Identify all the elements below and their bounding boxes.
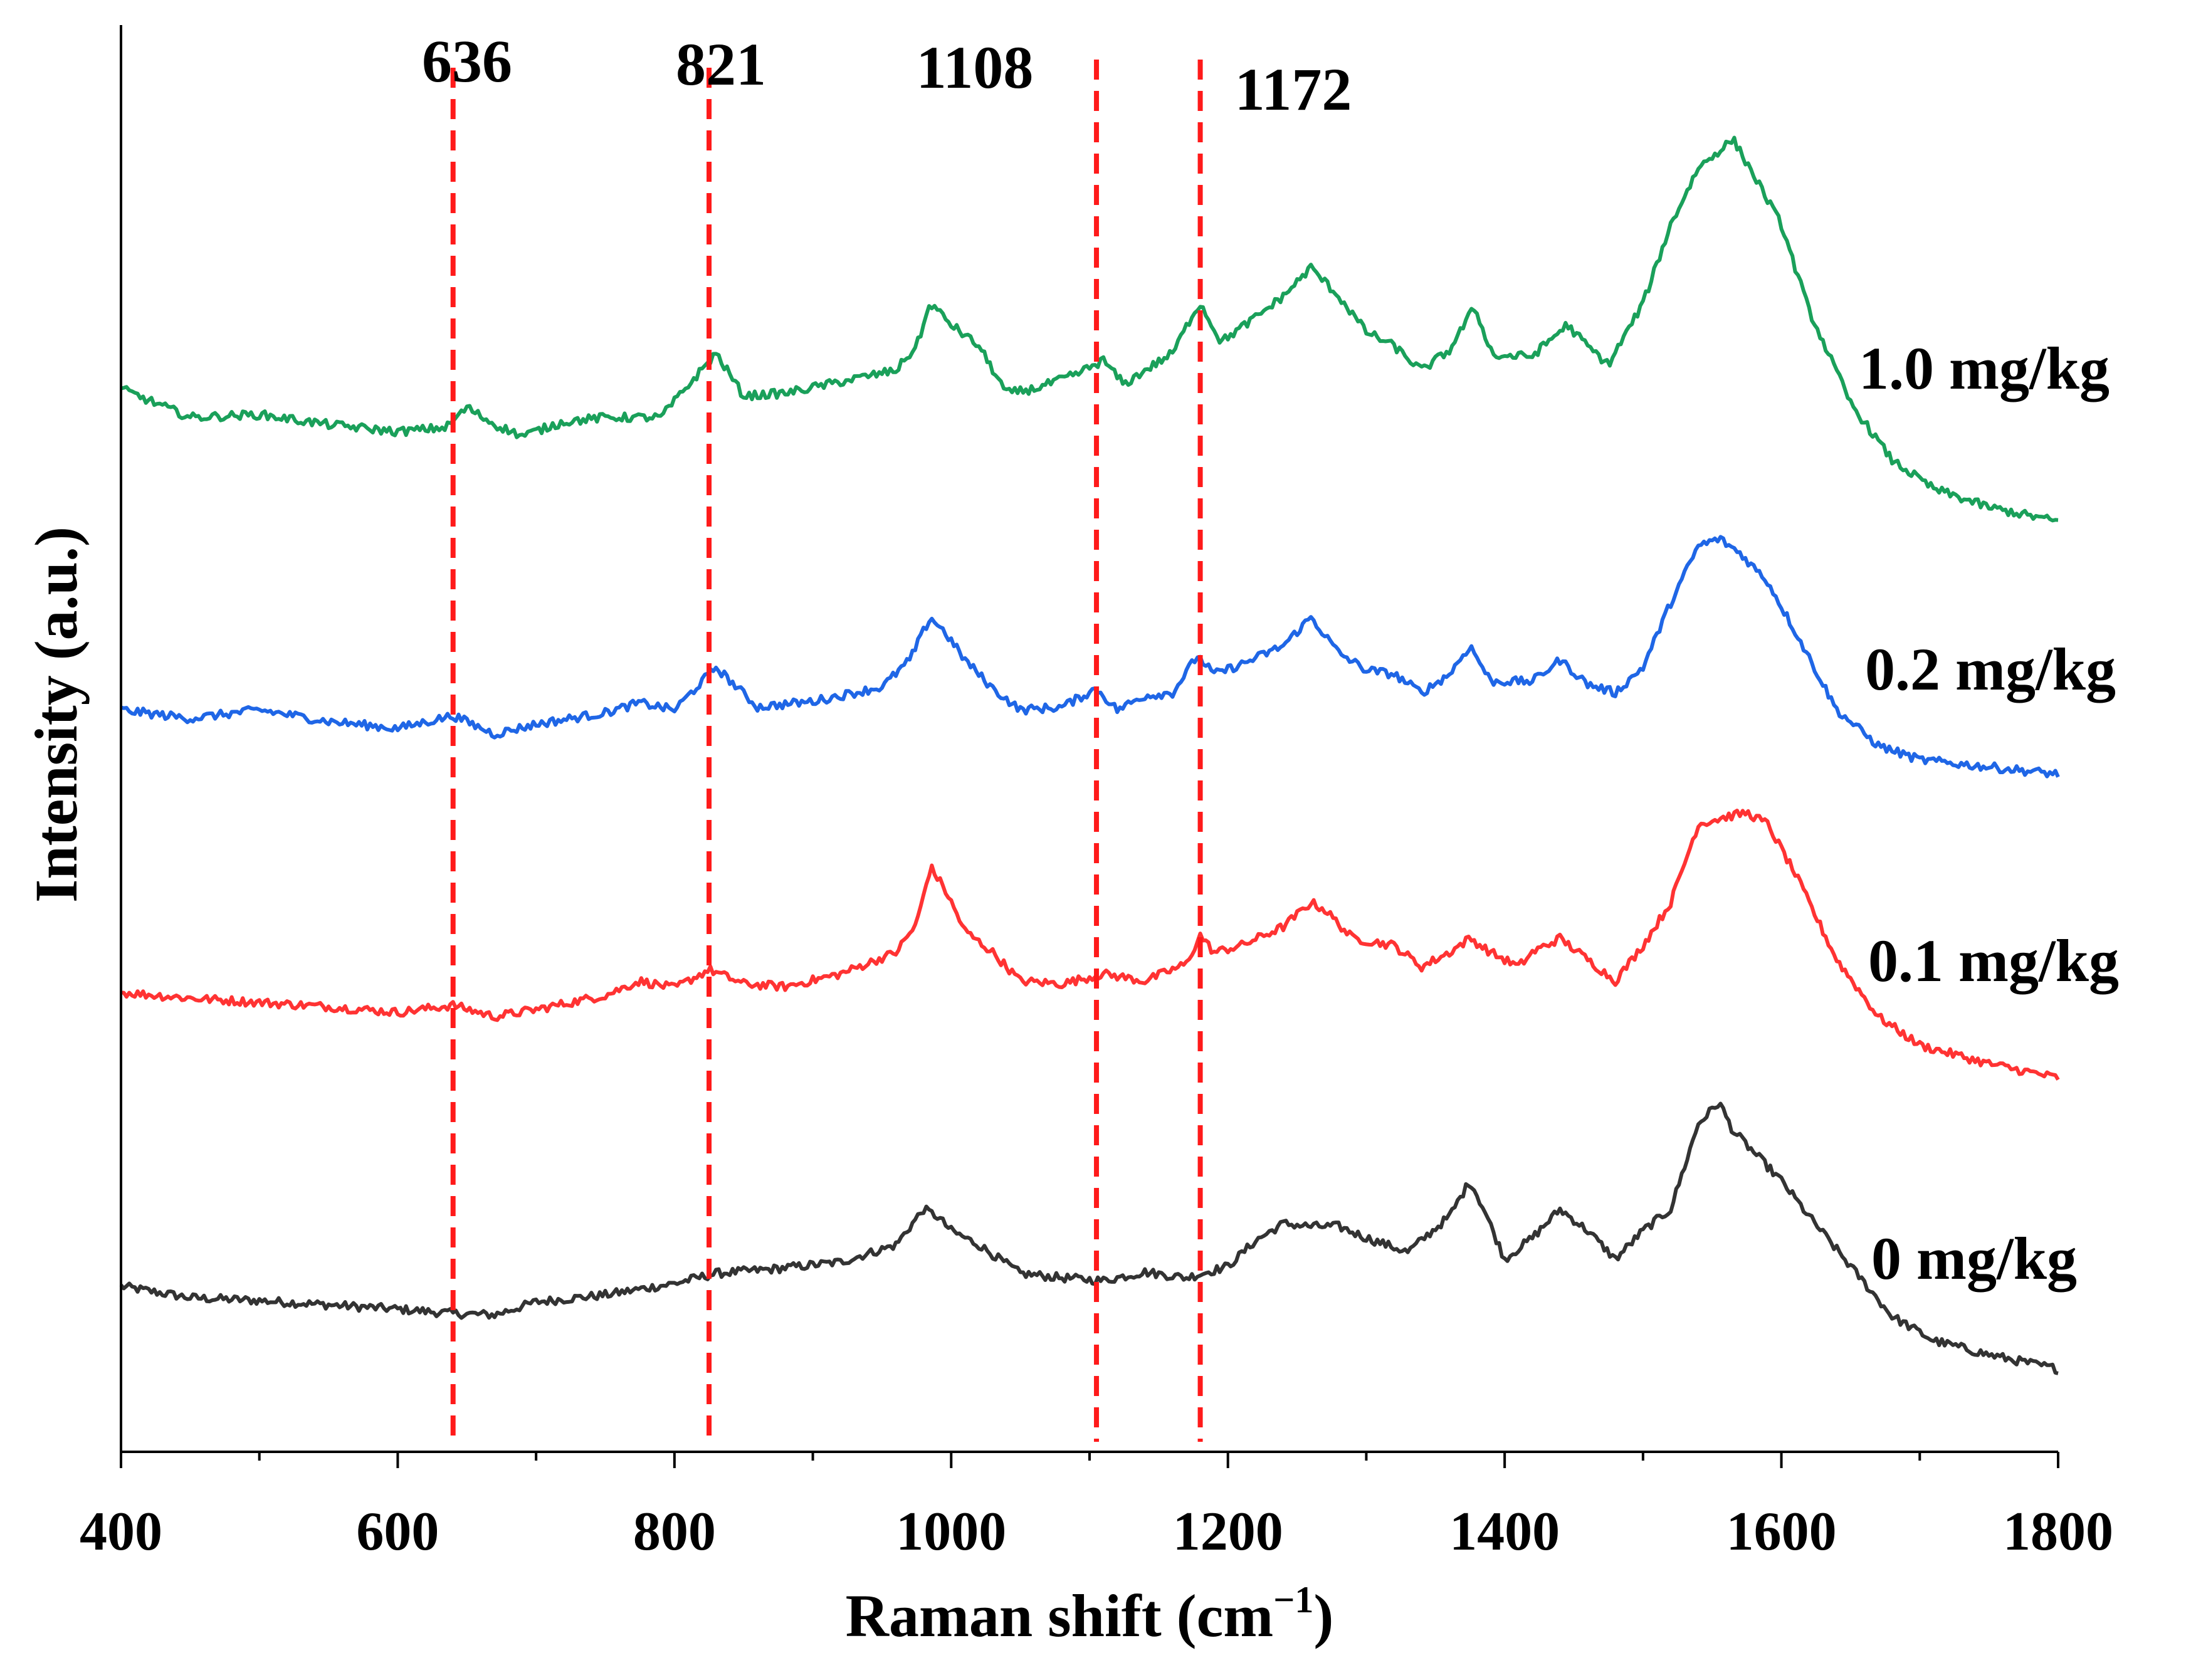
annotation-label-636: 636 xyxy=(422,28,512,95)
series-labels-layer: 0 mg/kg 0.1 mg/kg 0.2 mg/kg 1.0 mg/kg xyxy=(1859,335,2119,1292)
annotation-label-821: 821 xyxy=(676,31,766,98)
x-tick-label-600: 600 xyxy=(356,1501,439,1562)
x-tick-label-1000: 1000 xyxy=(896,1501,1006,1562)
series-label-2: 0.1 mg/kg xyxy=(1868,927,2119,994)
x-tick-label-800: 800 xyxy=(633,1501,716,1562)
x-tick-label-400: 400 xyxy=(80,1501,162,1562)
series-lines-layer xyxy=(119,135,2060,1375)
x-axis-title-main: Raman shift (cm xyxy=(846,1582,1274,1649)
x-tick-label-1800: 1800 xyxy=(2003,1501,2113,1562)
series-label-3: 0.2 mg/kg xyxy=(1865,636,2116,703)
y-axis-title: Intensity (a.u.) xyxy=(23,527,90,903)
annotation-lines-layer: 636 821 1108 1172 xyxy=(422,28,1352,1442)
x-ticks-layer: 400 600 800 1000 1200 1400 1600 1800 xyxy=(80,1452,2113,1562)
x-tick-label-1400: 1400 xyxy=(1449,1501,1560,1562)
annotation-label-1108: 1108 xyxy=(917,34,1034,101)
x-axis-title-close: ) xyxy=(1313,1582,1333,1649)
x-tick-label-1200: 1200 xyxy=(1173,1501,1283,1562)
series-label-1: 0 mg/kg xyxy=(1871,1225,2077,1292)
x-tick-label-1600: 1600 xyxy=(1726,1501,1837,1562)
series-line-1 xyxy=(119,1101,2059,1375)
annotation-label-1172: 1172 xyxy=(1235,56,1352,123)
series-label-4: 1.0 mg/kg xyxy=(1859,335,2110,402)
x-axis-title: Raman shift (cm−1) xyxy=(846,1579,1334,1649)
series-line-4 xyxy=(120,135,2059,523)
x-axis-title-superscript: −1 xyxy=(1273,1579,1313,1620)
series-line-2 xyxy=(120,809,2060,1081)
series-line-3 xyxy=(120,535,2060,779)
